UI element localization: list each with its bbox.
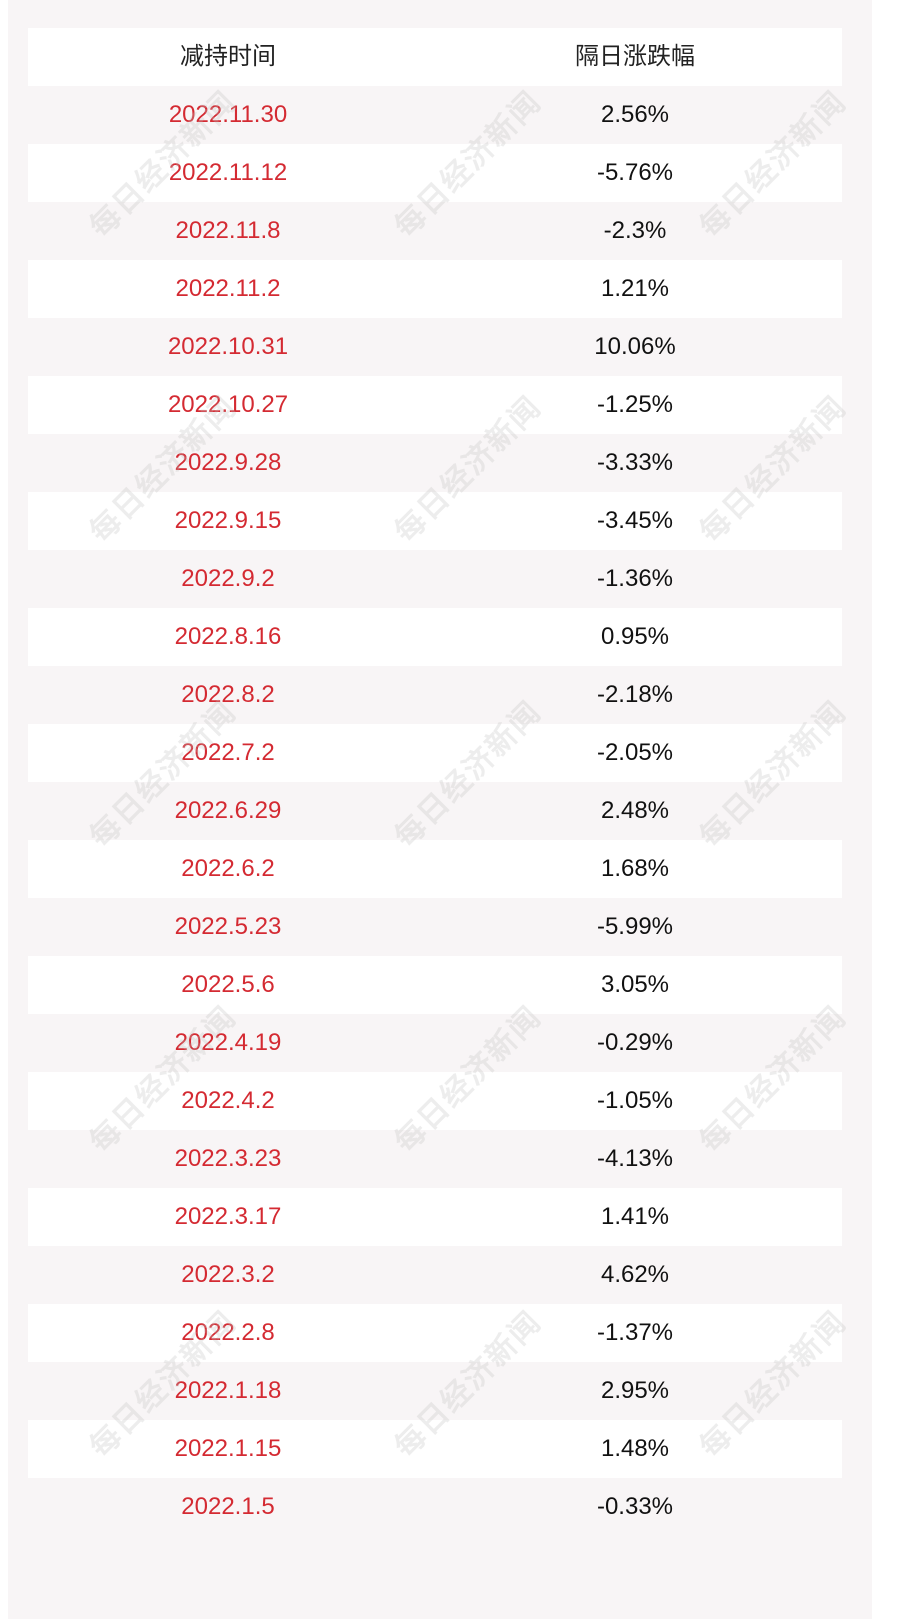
- reduction-date: 2022.2.8: [181, 1319, 275, 1346]
- table-row: 2022.10.27 -1.25%: [28, 376, 842, 434]
- table-row: 2022.3.2 4.62%: [28, 1246, 842, 1304]
- reduction-date: 2022.8.2: [181, 681, 275, 708]
- next-day-change: 1.68%: [600, 855, 670, 882]
- table-row: 2022.2.8 -1.37%: [28, 1304, 842, 1362]
- reduction-date: 2022.6.2: [181, 855, 275, 882]
- next-day-change: -2.05%: [596, 739, 674, 766]
- next-day-change: -1.36%: [596, 565, 674, 592]
- table-row: 2022.10.31 10.06%: [28, 318, 842, 376]
- next-day-change: -1.25%: [596, 391, 674, 418]
- table-row: 2022.11.2 1.21%: [28, 260, 842, 318]
- reduction-date: 2022.9.28: [174, 449, 282, 476]
- next-day-change: -1.37%: [596, 1319, 674, 1346]
- reduction-date: 2022.10.31: [167, 333, 289, 360]
- next-day-change: -3.45%: [596, 507, 674, 534]
- table-row: 2022.9.28 -3.33%: [28, 434, 842, 492]
- table-header-row: 减持时间 隔日涨跌幅: [28, 28, 842, 86]
- reduction-date: 2022.9.15: [174, 507, 282, 534]
- next-day-change: 2.48%: [600, 797, 670, 824]
- next-day-change: 1.41%: [600, 1203, 670, 1230]
- next-day-change: 1.48%: [600, 1435, 670, 1462]
- next-day-change: 0.95%: [600, 623, 670, 650]
- next-day-change: 2.56%: [600, 101, 670, 128]
- reduction-date: 2022.10.27: [167, 391, 289, 418]
- table-row: 2022.9.15 -3.45%: [28, 492, 842, 550]
- reduction-date: 2022.11.2: [175, 275, 281, 302]
- header-date: 减持时间: [180, 43, 276, 70]
- reduction-date: 2022.1.18: [174, 1377, 282, 1404]
- table-row: 2022.5.23 -5.99%: [28, 898, 842, 956]
- table-row: 2022.3.23 -4.13%: [28, 1130, 842, 1188]
- table-row: 2022.11.30 2.56%: [28, 86, 842, 144]
- table-row: 2022.3.17 1.41%: [28, 1188, 842, 1246]
- next-day-change: -1.05%: [596, 1087, 674, 1114]
- table-row: 2022.8.16 0.95%: [28, 608, 842, 666]
- table-row: 2022.7.2 -2.05%: [28, 724, 842, 782]
- data-table: 减持时间 隔日涨跌幅 2022.11.30 2.56% 2022.11.12 -5.7…: [28, 28, 842, 1536]
- reduction-date: 2022.1.5: [181, 1493, 275, 1520]
- table-row: 2022.4.2 -1.05%: [28, 1072, 842, 1130]
- reduction-date: 2022.11.8: [175, 217, 281, 244]
- reduction-date: 2022.1.15: [174, 1435, 282, 1462]
- next-day-change: -4.13%: [596, 1145, 674, 1172]
- table-row: 2022.5.6 3.05%: [28, 956, 842, 1014]
- table-row: 2022.6.2 1.68%: [28, 840, 842, 898]
- reduction-date: 2022.11.30: [168, 101, 288, 128]
- table-row: 2022.4.19 -0.29%: [28, 1014, 842, 1072]
- next-day-change: -0.29%: [596, 1029, 674, 1056]
- reduction-date: 2022.8.16: [174, 623, 282, 650]
- table-row: 2022.9.2 -1.36%: [28, 550, 842, 608]
- reduction-date: 2022.3.17: [174, 1203, 282, 1230]
- next-day-change: 2.95%: [600, 1377, 670, 1404]
- next-day-change: 1.21%: [600, 275, 670, 302]
- reduction-date: 2022.5.23: [174, 913, 282, 940]
- next-day-change: 3.05%: [600, 971, 670, 998]
- next-day-change: -0.33%: [596, 1493, 674, 1520]
- reduction-date: 2022.9.2: [181, 565, 275, 592]
- reduction-date: 2022.4.19: [174, 1029, 282, 1056]
- reduction-date: 2022.3.2: [181, 1261, 275, 1288]
- reduction-date: 2022.4.2: [181, 1087, 275, 1114]
- table-row: 2022.11.8 -2.3%: [28, 202, 842, 260]
- table-row: 2022.6.29 2.48%: [28, 782, 842, 840]
- next-day-change: -5.99%: [596, 913, 674, 940]
- next-day-change: -5.76%: [596, 159, 674, 186]
- next-day-change: -2.3%: [603, 217, 667, 244]
- reduction-date: 2022.7.2: [181, 739, 275, 766]
- table-row: 2022.1.18 2.95%: [28, 1362, 842, 1420]
- next-day-change: 10.06%: [594, 333, 676, 360]
- table-row: 2022.1.15 1.48%: [28, 1420, 842, 1478]
- table-row: 2022.1.5 -0.33%: [28, 1478, 842, 1536]
- next-day-change: -2.18%: [596, 681, 674, 708]
- reduction-date: 2022.3.23: [174, 1145, 282, 1172]
- table-row: 2022.11.12 -5.76%: [28, 144, 842, 202]
- next-day-change: -3.33%: [596, 449, 674, 476]
- next-day-change: 4.62%: [600, 1261, 670, 1288]
- reduction-date: 2022.5.6: [181, 971, 275, 998]
- header-change: 隔日涨跌幅: [575, 43, 695, 70]
- reduction-date: 2022.6.29: [174, 797, 282, 824]
- reduction-date: 2022.11.12: [168, 159, 288, 186]
- table-row: 2022.8.2 -2.18%: [28, 666, 842, 724]
